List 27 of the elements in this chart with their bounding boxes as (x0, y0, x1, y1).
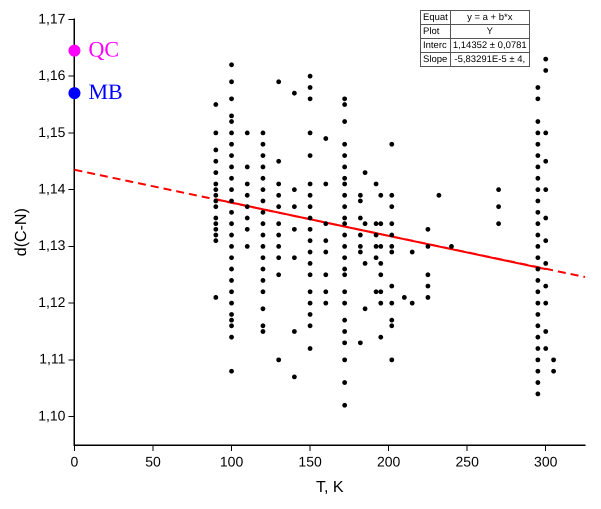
x-tick-label: 250 (456, 453, 480, 470)
y-tick-label: 1,13 (38, 237, 66, 254)
y-tick-label: 1,14 (38, 180, 66, 196)
annotation: 1,14352 ± 0,0781 (450, 38, 530, 52)
y-tick-label: 1,10 (38, 407, 66, 424)
annotation: Plot (420, 24, 450, 38)
y-tick-label: 1,11 (39, 350, 66, 367)
y-tick-label: 1,16 (38, 67, 66, 84)
annotation: Interc (420, 38, 450, 52)
annotation: y = a + b*x (450, 10, 530, 24)
y-tick-label: 1,17 (38, 10, 66, 26)
x-tick-label: 50 (145, 453, 161, 470)
series-label: MB (88, 78, 123, 104)
x-tick-label: 0 (70, 453, 79, 470)
x-tick-label: 100 (220, 453, 244, 470)
x-tick-label: 200 (376, 453, 401, 470)
annotation: Slope (420, 52, 450, 66)
annotation: Y (450, 24, 530, 38)
annotation: Equat (420, 10, 450, 24)
y-tick-label: 1,15 (38, 124, 66, 140)
annotation: -5,83291E-5 ± 4, (450, 52, 530, 66)
x-tick-label: 150 (298, 453, 322, 470)
y-tick-label: 1,12 (38, 294, 66, 310)
y-axis-title: d(C-N) (13, 208, 30, 256)
series-label: QC (88, 36, 120, 62)
x-axis-title: T, K (316, 478, 344, 496)
x-tick-label: 300 (534, 453, 558, 470)
